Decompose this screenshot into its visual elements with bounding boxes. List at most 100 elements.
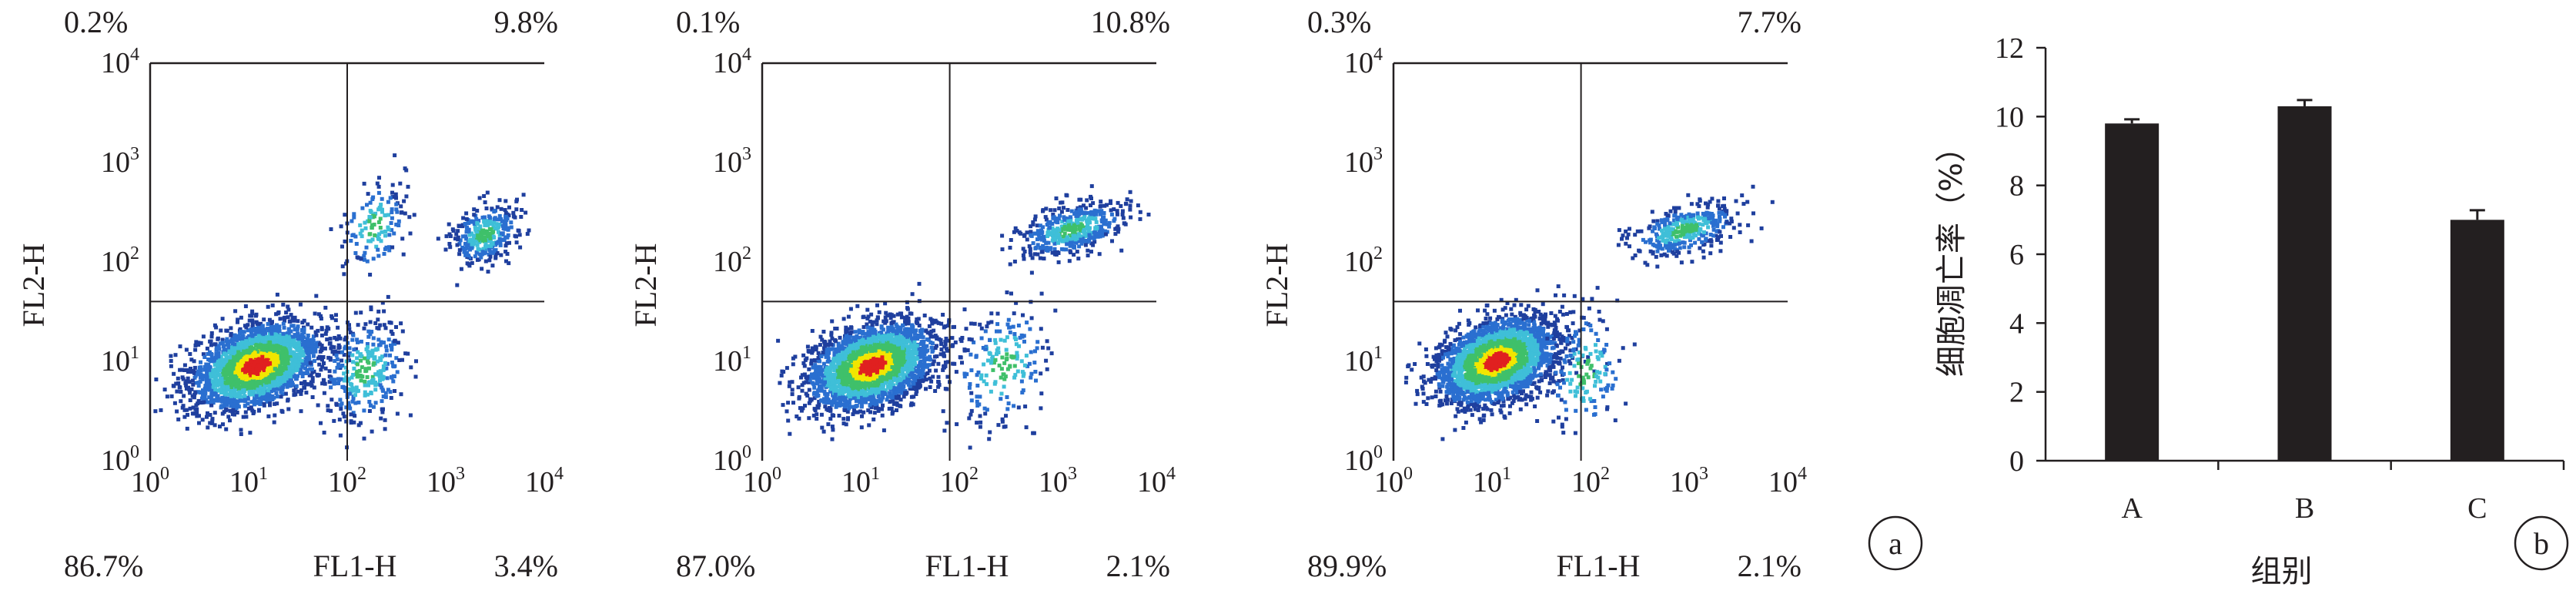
event-dot <box>253 402 257 407</box>
event-dot <box>317 354 322 359</box>
event-dot <box>219 378 223 382</box>
event-dot <box>517 229 521 233</box>
event-dot <box>360 206 365 210</box>
event-dot <box>284 349 289 354</box>
event-dot <box>209 353 214 357</box>
event-dot <box>858 335 863 340</box>
event-dot <box>483 223 487 227</box>
event-dot <box>826 398 831 403</box>
event-dot <box>352 366 356 371</box>
event-dot <box>206 378 211 382</box>
event-dot <box>216 365 219 370</box>
event-dot <box>258 400 263 404</box>
event-dot <box>503 199 508 203</box>
event-dot <box>393 192 398 196</box>
event-dot <box>265 399 269 404</box>
event-dot <box>267 317 272 322</box>
event-dot <box>243 370 247 374</box>
event-dot <box>895 386 898 391</box>
event-dot <box>477 257 481 262</box>
event-dot <box>293 341 296 345</box>
event-dot <box>808 374 812 378</box>
event-dot <box>868 335 873 340</box>
event-dot <box>271 388 276 393</box>
event-dot <box>347 351 352 356</box>
event-dot <box>200 418 205 422</box>
event-dot <box>363 379 367 384</box>
event-dot <box>213 388 218 392</box>
event-dot <box>845 409 850 414</box>
event-dot <box>214 380 219 384</box>
event-dot <box>217 368 222 373</box>
event-dot <box>387 248 392 253</box>
event-dot <box>503 250 508 254</box>
event-dot <box>338 433 343 438</box>
event-dot <box>871 417 876 421</box>
event-dot <box>914 392 918 396</box>
event-dot <box>373 388 378 392</box>
event-dot <box>781 403 785 408</box>
event-dot <box>887 407 892 411</box>
event-dot <box>192 411 196 416</box>
event-dot <box>489 243 493 248</box>
event-dot <box>221 398 226 403</box>
event-dot <box>351 333 356 337</box>
event-dot <box>889 406 894 411</box>
event-dot <box>187 380 192 384</box>
event-dot <box>527 228 531 233</box>
event-dot <box>213 398 218 402</box>
event-dot <box>277 329 282 334</box>
event-dot <box>363 369 368 374</box>
event-dot <box>350 353 355 357</box>
event-dot <box>310 341 315 345</box>
event-dot <box>234 359 239 364</box>
event-dot <box>476 233 480 238</box>
event-dot <box>475 230 480 235</box>
event-dot <box>818 372 822 377</box>
event-dot <box>300 364 305 369</box>
event-dot <box>200 392 205 397</box>
event-dot <box>479 255 483 260</box>
event-dot <box>814 347 818 352</box>
event-dot <box>821 429 826 434</box>
event-dot <box>506 226 510 230</box>
event-dot <box>208 413 212 417</box>
event-dot <box>319 327 324 331</box>
event-dot <box>828 339 832 344</box>
event-dot <box>296 374 299 378</box>
event-dot <box>269 347 274 351</box>
event-dot <box>306 322 310 327</box>
event-dot <box>233 378 238 383</box>
event-dot <box>296 324 300 329</box>
event-dot <box>363 356 367 361</box>
event-dot <box>293 327 297 332</box>
event-dot <box>343 365 348 370</box>
event-dot <box>347 358 351 363</box>
event-dot <box>334 337 339 341</box>
event-dot <box>256 380 260 384</box>
event-dot <box>511 210 516 215</box>
event-dot <box>275 387 279 391</box>
event-dot <box>491 234 496 239</box>
event-dot <box>239 352 243 357</box>
quadrant-top-left-pct: 0.2% <box>64 5 128 39</box>
event-dot <box>242 388 246 392</box>
event-dot <box>509 225 514 230</box>
event-dot <box>206 351 210 356</box>
event-dot <box>895 381 900 386</box>
event-dot <box>799 375 803 380</box>
event-dot <box>395 411 400 416</box>
event-dot <box>279 394 283 399</box>
event-dot <box>191 405 196 410</box>
event-dot <box>278 317 283 321</box>
event-dot <box>412 213 417 217</box>
event-dot <box>384 366 389 371</box>
event-dot <box>868 330 872 334</box>
event-dot <box>288 351 293 355</box>
event-dot <box>834 401 838 405</box>
event-dot <box>286 351 291 355</box>
event-dot <box>491 230 496 234</box>
event-dot <box>356 350 360 354</box>
event-dot <box>221 385 226 390</box>
event-dot <box>378 206 383 211</box>
